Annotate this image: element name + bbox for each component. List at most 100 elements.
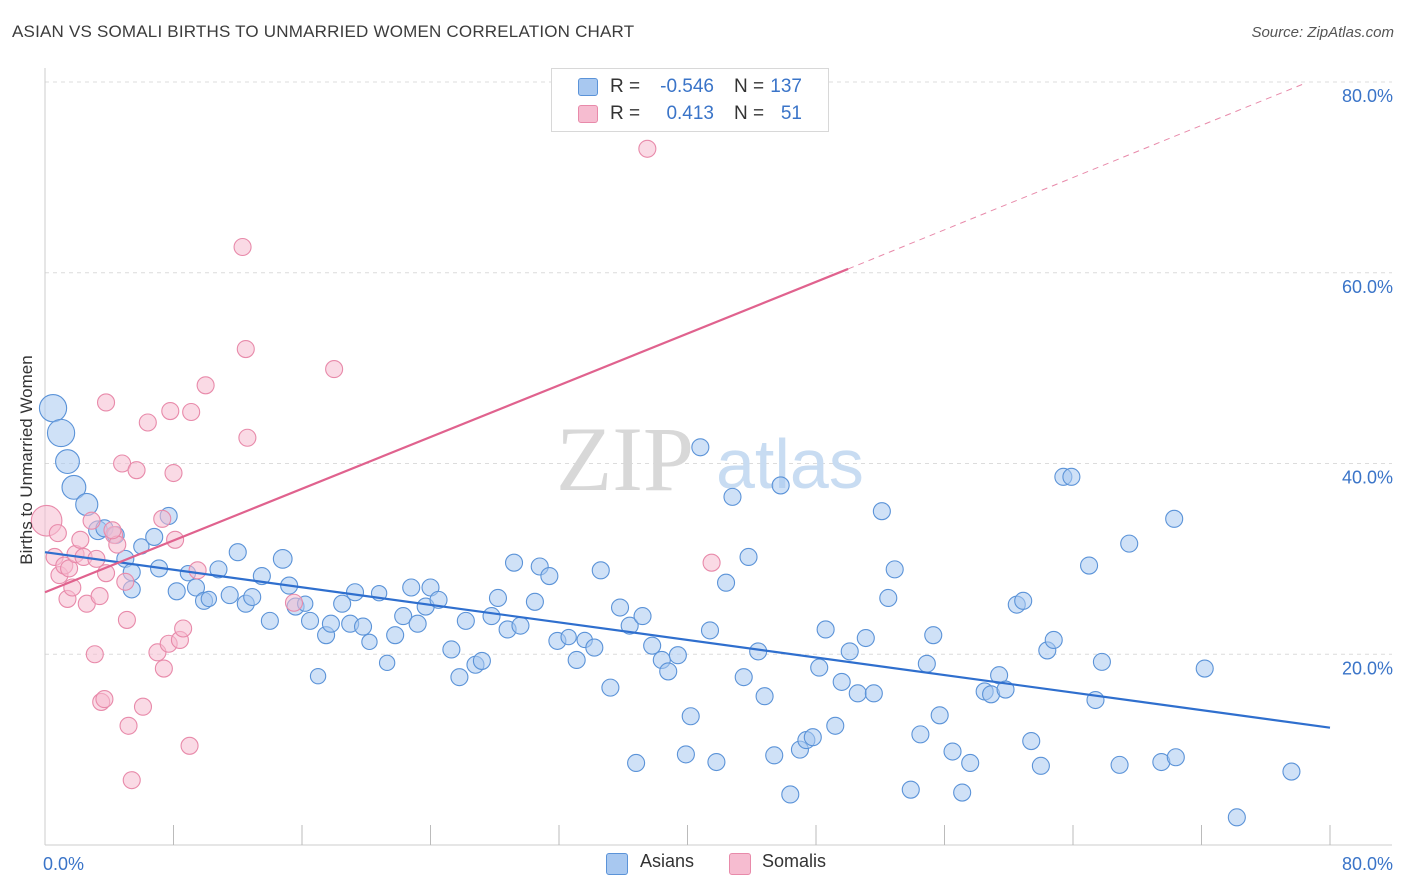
somali-point-34 bbox=[161, 401, 180, 421]
asian-point-15 bbox=[167, 582, 186, 601]
y-tick-label-40: 40.0% bbox=[1342, 468, 1393, 488]
watermark: ZIP atlas bbox=[556, 408, 864, 510]
asian-point-43 bbox=[394, 607, 413, 626]
asian-point-72 bbox=[633, 607, 652, 626]
somali-trend-line bbox=[44, 267, 849, 594]
asian-point-96 bbox=[826, 716, 845, 735]
y-tick-label-20: 20.0% bbox=[1342, 658, 1393, 678]
asian-point-42 bbox=[386, 626, 405, 645]
somali-point-9 bbox=[71, 530, 90, 549]
asian-point-68 bbox=[601, 678, 620, 697]
tick-labels: 20.0% 40.0% 60.0% 80.0% 0.0% 80.0% bbox=[43, 86, 1393, 874]
asian-point-0 bbox=[38, 394, 68, 423]
asian-points bbox=[38, 394, 1301, 827]
somali-point-49 bbox=[702, 553, 721, 572]
somali-point-14 bbox=[85, 645, 104, 664]
asian-point-67 bbox=[591, 561, 610, 580]
somali-n-label: N = bbox=[734, 103, 765, 124]
asian-point-75 bbox=[659, 662, 678, 681]
watermark-zip: ZIP bbox=[556, 408, 694, 510]
asian-point-88 bbox=[765, 746, 784, 765]
axis-layer bbox=[44, 68, 1392, 846]
somali-point-28 bbox=[133, 697, 153, 716]
y-axis-label: Births to Unmarried Women bbox=[17, 355, 36, 565]
asian-point-127 bbox=[1092, 652, 1111, 671]
asian-r-label: R = bbox=[610, 76, 641, 97]
asian-point-106 bbox=[911, 725, 930, 744]
chart-title: ASIAN VS SOMALI BIRTHS TO UNMARRIED WOME… bbox=[12, 22, 635, 41]
somali-point-31 bbox=[153, 509, 172, 528]
asian-point-134 bbox=[1227, 808, 1246, 827]
somali-point-19 bbox=[96, 393, 116, 412]
asian-point-122 bbox=[1044, 630, 1063, 649]
somali-point-43 bbox=[233, 237, 252, 257]
asian-r-value: -0.546 bbox=[660, 76, 714, 97]
somali-point-25 bbox=[119, 716, 138, 735]
asian-point-27 bbox=[272, 548, 293, 569]
asian-n-label: N = bbox=[734, 76, 765, 97]
asian-point-105 bbox=[901, 780, 920, 799]
asian-n-value: 137 bbox=[770, 76, 802, 97]
asian-point-76 bbox=[668, 646, 687, 665]
asian-point-90 bbox=[781, 785, 800, 804]
asian-point-39 bbox=[361, 633, 378, 651]
x-tick-label-min: 0.0% bbox=[43, 854, 84, 874]
asian-swatch bbox=[578, 78, 598, 96]
somali-r-label: R = bbox=[610, 103, 641, 124]
asian-point-125 bbox=[1080, 556, 1099, 575]
asian-point-38 bbox=[353, 617, 373, 636]
asian-point-31 bbox=[300, 611, 320, 630]
somali-point-27 bbox=[127, 461, 146, 480]
asian-point-48 bbox=[429, 590, 448, 609]
asian-point-85 bbox=[739, 547, 758, 567]
asian-point-20 bbox=[209, 560, 228, 579]
asian-point-102 bbox=[872, 502, 891, 521]
asian-point-73 bbox=[643, 636, 662, 655]
asian-point-77 bbox=[676, 745, 695, 764]
asian-point-135 bbox=[1282, 762, 1301, 781]
asian-point-55 bbox=[488, 588, 508, 608]
asian-point-49 bbox=[442, 640, 461, 659]
somali-n-value: 51 bbox=[780, 103, 802, 124]
asian-point-93 bbox=[803, 728, 822, 747]
asian-point-97 bbox=[832, 672, 851, 691]
asian-point-116 bbox=[996, 680, 1015, 699]
correlation-legend: R = -0.546 N = 137 R = 0.413 N = 51 bbox=[551, 68, 829, 132]
asian-point-50 bbox=[450, 668, 469, 687]
somali-swatch bbox=[578, 105, 598, 123]
asian-point-59 bbox=[525, 592, 544, 611]
watermark-atlas: atlas bbox=[716, 425, 864, 503]
asian-point-35 bbox=[333, 594, 352, 613]
asian-point-64 bbox=[567, 650, 586, 670]
asian-point-109 bbox=[930, 706, 949, 725]
somali-point-38 bbox=[174, 619, 193, 638]
asian-point-81 bbox=[707, 752, 726, 772]
asian-trend-line bbox=[44, 551, 1331, 729]
asian-point-70 bbox=[620, 616, 639, 635]
somali-point-35 bbox=[164, 463, 183, 483]
asian-point-87 bbox=[755, 687, 774, 706]
grid-layer bbox=[45, 81, 1392, 655]
asian-point-21 bbox=[220, 586, 239, 605]
somali-point-12 bbox=[82, 511, 101, 530]
asian-point-107 bbox=[917, 654, 936, 673]
asian-point-57 bbox=[504, 553, 524, 572]
y-tick-label-80: 80.0% bbox=[1342, 86, 1393, 106]
somali-point-47 bbox=[325, 360, 344, 379]
asian-point-69 bbox=[610, 598, 630, 617]
asian-point-24 bbox=[243, 587, 262, 607]
asian-point-45 bbox=[408, 614, 427, 633]
asian-point-112 bbox=[961, 753, 980, 773]
somali-point-26 bbox=[122, 771, 141, 790]
asian-point-44 bbox=[402, 578, 421, 597]
somali-point-50 bbox=[103, 521, 122, 540]
asians-legend-swatch bbox=[606, 853, 628, 875]
asian-point-41 bbox=[378, 654, 396, 672]
asian-point-22 bbox=[228, 543, 247, 562]
asian-point-103 bbox=[879, 588, 898, 608]
asian-point-110 bbox=[943, 742, 962, 761]
asian-point-82 bbox=[716, 573, 736, 592]
legend-row-somali: R = 0.413 N = 51 bbox=[552, 101, 828, 127]
asian-point-2 bbox=[55, 449, 80, 475]
somali-point-42 bbox=[196, 376, 215, 395]
